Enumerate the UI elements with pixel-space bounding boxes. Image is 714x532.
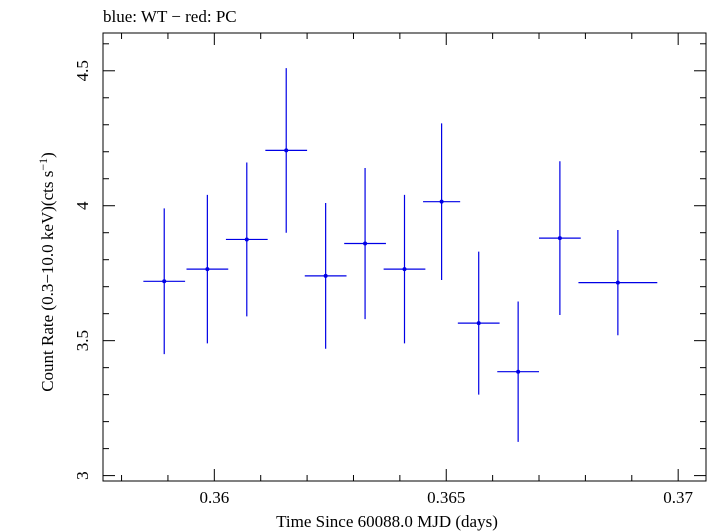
x-tick-label: 0.365 <box>427 488 465 507</box>
plot-frame <box>102 32 707 482</box>
data-marker <box>284 148 289 153</box>
data-point <box>225 162 268 317</box>
y-axis-label-close: ) <box>38 152 57 158</box>
data-point <box>497 301 540 442</box>
data-series <box>143 68 658 442</box>
data-point <box>186 194 229 344</box>
data-point <box>578 230 658 336</box>
axis-tick-labels: 0.36 0.365 0.37 3 3.5 4 4.5 <box>73 60 694 507</box>
y-tick-label: 4 <box>73 201 92 210</box>
y-axis-label: Count Rate (0.3−10.0 keV)(cts s−1) <box>36 152 57 392</box>
data-marker <box>162 279 167 284</box>
y-tick-label: 3 <box>73 471 92 480</box>
y-tick-label: 3.5 <box>73 330 92 351</box>
y-tick-label: 4.5 <box>73 60 92 81</box>
data-point <box>423 123 461 280</box>
data-marker <box>244 237 249 242</box>
data-point <box>383 194 426 344</box>
data-marker <box>516 369 521 374</box>
data-marker <box>615 280 620 285</box>
data-marker <box>205 267 210 272</box>
data-marker <box>402 267 407 272</box>
data-marker <box>323 273 328 278</box>
chart-title: blue: WT − red: PC <box>103 7 237 26</box>
data-point <box>344 167 386 320</box>
data-marker <box>557 236 562 241</box>
data-marker <box>476 321 481 326</box>
y-axis-label-sup: −1 <box>36 158 50 171</box>
data-point <box>457 251 500 395</box>
data-point <box>304 203 347 349</box>
data-marker <box>363 241 368 246</box>
x-tick-label: 0.36 <box>199 488 229 507</box>
data-point <box>143 208 186 355</box>
data-point <box>539 161 581 316</box>
data-point <box>265 68 308 233</box>
axis-ticks <box>103 33 706 481</box>
x-tick-label: 0.37 <box>663 488 693 507</box>
x-axis-label: Time Since 60088.0 MJD (days) <box>276 512 498 531</box>
data-marker <box>439 199 444 204</box>
y-axis-label-main: Count Rate (0.3−10.0 keV)(cts s <box>38 171 57 392</box>
